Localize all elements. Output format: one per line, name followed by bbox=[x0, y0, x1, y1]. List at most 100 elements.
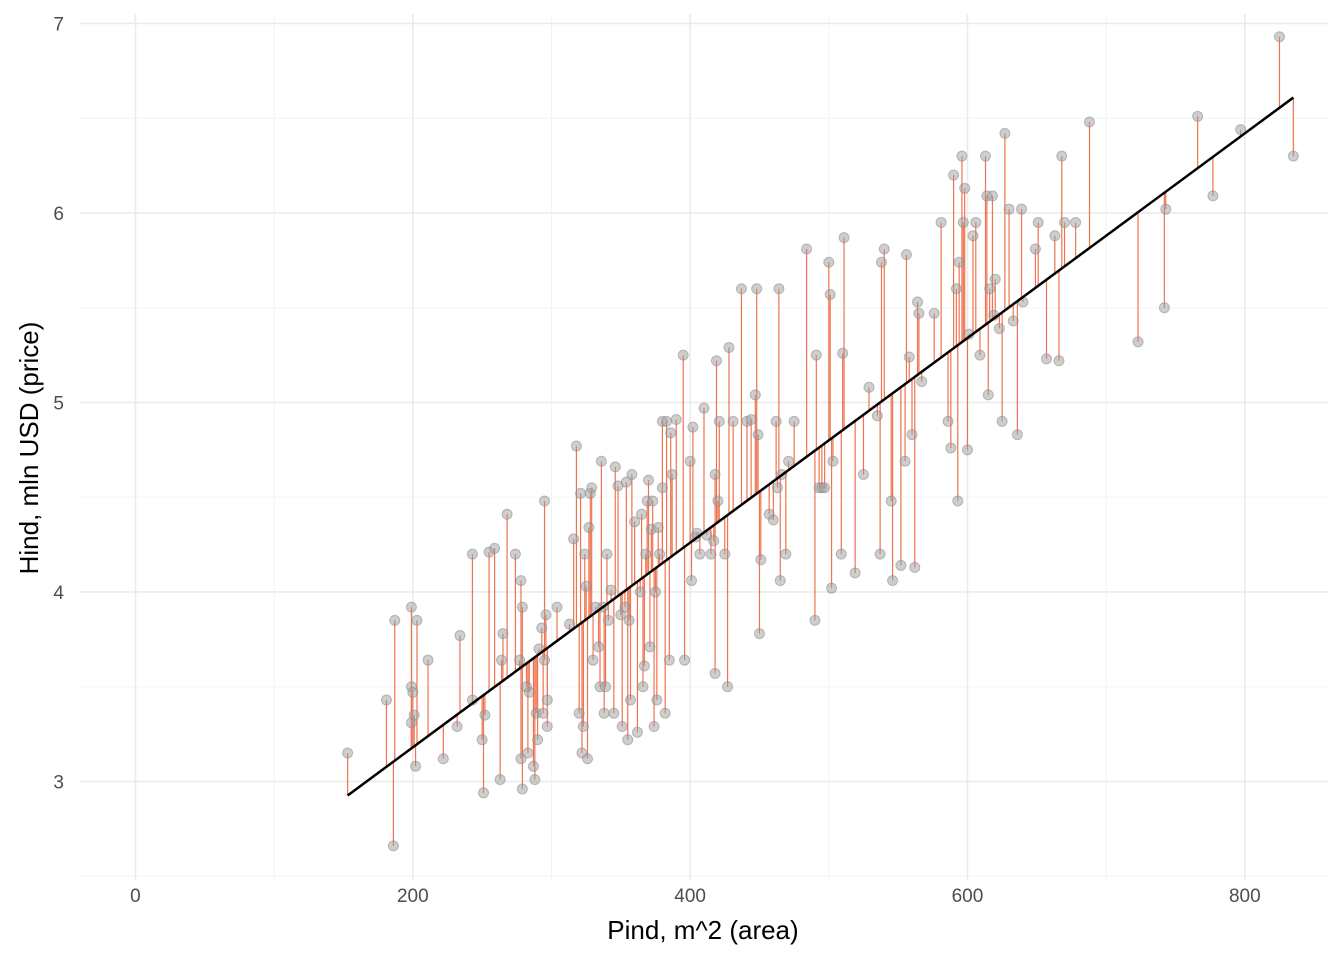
data-point bbox=[595, 455, 607, 467]
data-point bbox=[605, 584, 617, 596]
data-point bbox=[573, 707, 585, 719]
data-point bbox=[619, 601, 631, 613]
data-point bbox=[529, 774, 541, 786]
data-point bbox=[570, 440, 582, 452]
data-point bbox=[801, 243, 813, 255]
data-point bbox=[1235, 124, 1247, 136]
data-point bbox=[593, 641, 605, 653]
data-point bbox=[666, 468, 678, 480]
data-point bbox=[713, 415, 725, 427]
data-point bbox=[640, 548, 652, 560]
data-point bbox=[622, 734, 634, 746]
data-point bbox=[654, 548, 666, 560]
data-point bbox=[1029, 243, 1041, 255]
data-point bbox=[523, 686, 535, 698]
data-point bbox=[679, 654, 691, 666]
data-point bbox=[942, 415, 954, 427]
data-point bbox=[823, 256, 835, 268]
data-point bbox=[631, 726, 643, 738]
data-point bbox=[643, 474, 655, 486]
data-point bbox=[863, 381, 875, 393]
data-point bbox=[602, 614, 614, 626]
data-point bbox=[912, 296, 924, 308]
data-point bbox=[710, 355, 722, 367]
data-point bbox=[634, 586, 646, 598]
data-point bbox=[709, 468, 721, 480]
data-point bbox=[1207, 190, 1219, 202]
data-point bbox=[1041, 353, 1053, 365]
data-point bbox=[541, 694, 553, 706]
data-point bbox=[1160, 203, 1172, 215]
data-point bbox=[454, 630, 466, 642]
data-point bbox=[601, 548, 613, 560]
y-tick-label: 4 bbox=[53, 583, 64, 604]
x-tick-label: 0 bbox=[130, 886, 141, 907]
data-point bbox=[961, 444, 973, 456]
x-tick-label: 600 bbox=[952, 886, 984, 907]
data-point bbox=[909, 561, 921, 573]
data-point bbox=[694, 548, 706, 560]
point-layer bbox=[342, 31, 1299, 852]
data-point bbox=[1273, 31, 1285, 43]
data-point bbox=[1053, 355, 1065, 367]
data-point bbox=[527, 760, 539, 772]
regression-line bbox=[346, 96, 1295, 797]
data-point bbox=[516, 601, 528, 613]
x-axis-tick-labels: 0 200 400 600 800 bbox=[130, 886, 1260, 907]
data-point bbox=[608, 707, 620, 719]
data-point bbox=[583, 522, 595, 534]
data-point bbox=[903, 351, 915, 363]
data-point bbox=[408, 709, 420, 721]
data-point bbox=[945, 442, 957, 454]
data-point bbox=[771, 482, 783, 494]
data-point bbox=[501, 508, 513, 520]
data-point bbox=[494, 774, 506, 786]
data-point bbox=[956, 150, 968, 162]
data-point bbox=[515, 575, 527, 587]
data-point bbox=[497, 628, 509, 640]
data-point bbox=[838, 232, 850, 244]
data-point bbox=[770, 415, 782, 427]
data-point bbox=[705, 548, 717, 560]
data-point bbox=[405, 601, 417, 613]
data-point bbox=[708, 535, 720, 547]
y-axis-tick-labels: 3 4 5 6 7 bbox=[53, 14, 64, 793]
data-point bbox=[1032, 216, 1044, 228]
data-point bbox=[652, 522, 664, 534]
data-point bbox=[623, 614, 635, 626]
data-point bbox=[478, 787, 490, 799]
data-point bbox=[1070, 216, 1082, 228]
y-tick-label: 6 bbox=[53, 204, 64, 225]
data-point bbox=[670, 414, 682, 426]
data-point bbox=[780, 548, 792, 560]
data-point bbox=[476, 734, 488, 746]
data-point bbox=[749, 389, 761, 401]
y-tick-label: 7 bbox=[53, 14, 64, 35]
data-point bbox=[516, 783, 528, 795]
data-point bbox=[755, 554, 767, 566]
data-point bbox=[411, 614, 423, 626]
data-point bbox=[1192, 110, 1204, 122]
data-point bbox=[1049, 230, 1061, 242]
data-point bbox=[600, 681, 612, 693]
data-point bbox=[982, 389, 994, 401]
data-point bbox=[539, 654, 551, 666]
data-point bbox=[620, 476, 632, 488]
data-point bbox=[1056, 150, 1068, 162]
data-point bbox=[871, 410, 883, 422]
data-point bbox=[727, 415, 739, 427]
data-point bbox=[514, 654, 526, 666]
data-point bbox=[387, 840, 399, 852]
data-point bbox=[753, 628, 765, 640]
data-point bbox=[629, 516, 641, 528]
data-point bbox=[563, 618, 575, 630]
data-point bbox=[709, 667, 721, 679]
data-point bbox=[651, 694, 663, 706]
y-tick-label: 3 bbox=[53, 772, 64, 793]
data-point bbox=[568, 533, 580, 545]
data-point bbox=[609, 461, 621, 473]
data-point bbox=[959, 182, 971, 194]
x-axis-title: Pind, m^2 (area) bbox=[607, 915, 798, 945]
